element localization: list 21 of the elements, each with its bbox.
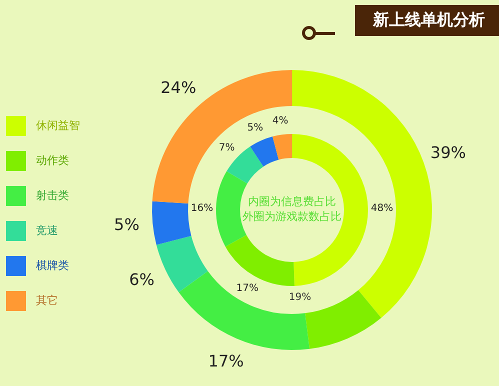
legend-label: 射击类 (36, 188, 69, 203)
data-label: 6% (129, 270, 154, 289)
data-label: 48% (370, 203, 394, 214)
data-label: 5% (114, 214, 140, 234)
data-label: 24% (160, 78, 196, 98)
legend-label: 动作类 (36, 153, 69, 168)
text: 外圈为游戏款数占比 (242, 209, 342, 224)
data-label: 17% (208, 352, 244, 371)
data-label: 4% (272, 115, 288, 126)
text: 19% (288, 292, 312, 304)
data-label: 16% (190, 203, 214, 214)
data-label: 7% (218, 142, 235, 154)
legend-label: 休闲益智 (36, 118, 80, 133)
legend-label: 其它 (36, 293, 58, 308)
data-label: 17% (236, 282, 259, 294)
legend-label: 竞速 (36, 223, 58, 238)
legend-label: 棋牌类 (36, 258, 69, 273)
chart-title: 新上线单机分析 (355, 5, 499, 36)
data-label: 39% (430, 142, 466, 162)
text: 内圈为信息费占比 (247, 194, 337, 209)
data-label: 5% (247, 122, 264, 134)
